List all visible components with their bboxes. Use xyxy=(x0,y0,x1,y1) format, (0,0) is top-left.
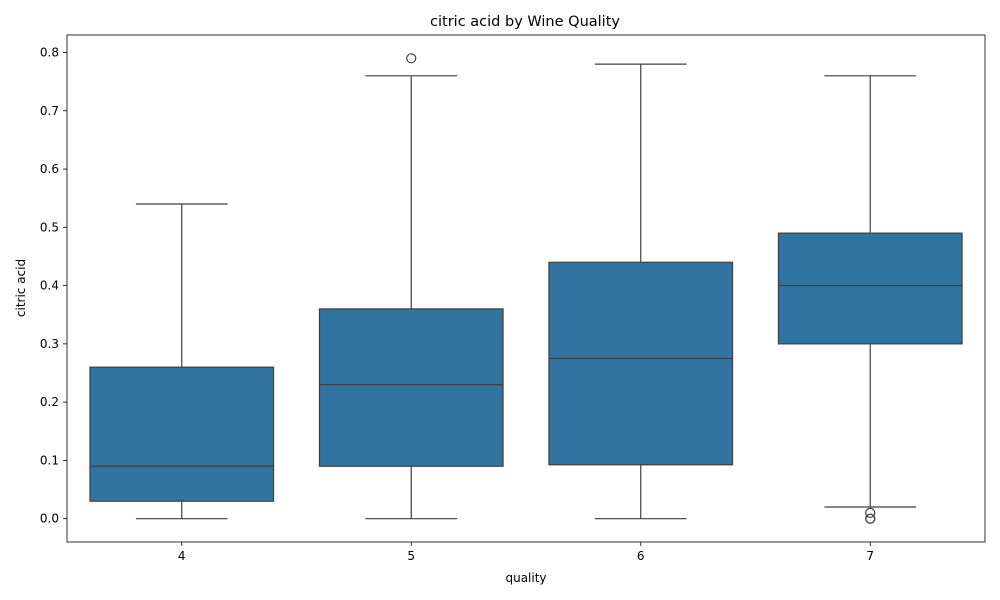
plot-area xyxy=(89,53,963,524)
chart-title: citric acid by Wine Quality xyxy=(430,14,620,30)
y-tick-label: 0.7 xyxy=(40,104,59,118)
box xyxy=(777,232,963,345)
y-tick-label: 0.8 xyxy=(40,45,59,59)
box-group-4 xyxy=(89,203,275,520)
y-axis: 0.0 0.1 0.2 0.3 0.4 0.5 0.6 0.7 0.8 xyxy=(40,45,67,526)
x-axis: 4 5 6 7 xyxy=(178,542,874,563)
box xyxy=(548,261,734,466)
outlier-point xyxy=(406,53,417,64)
y-tick-label: 0.5 xyxy=(40,220,59,234)
y-tick-label: 0.6 xyxy=(40,162,59,176)
y-tick-label: 0.3 xyxy=(40,337,59,351)
y-tick-label: 0.4 xyxy=(40,279,59,293)
box-group-6 xyxy=(548,63,734,520)
x-tick-label: 7 xyxy=(866,549,874,563)
x-tick-label: 4 xyxy=(178,549,186,563)
x-axis-title: quality xyxy=(505,571,546,585)
x-tick-label: 5 xyxy=(407,549,415,563)
outlier-point xyxy=(865,513,876,524)
x-tick-label: 6 xyxy=(637,549,645,563)
y-axis-title: citric acid xyxy=(14,259,28,317)
box xyxy=(318,308,504,467)
box-group-7 xyxy=(777,75,963,524)
y-tick-label: 0.1 xyxy=(40,453,59,467)
y-tick-label: 0.0 xyxy=(40,512,59,526)
box xyxy=(89,366,275,502)
outlier-point xyxy=(865,507,876,518)
plot-frame xyxy=(66,34,986,543)
box-group-5 xyxy=(318,53,504,520)
y-tick-label: 0.2 xyxy=(40,395,59,409)
